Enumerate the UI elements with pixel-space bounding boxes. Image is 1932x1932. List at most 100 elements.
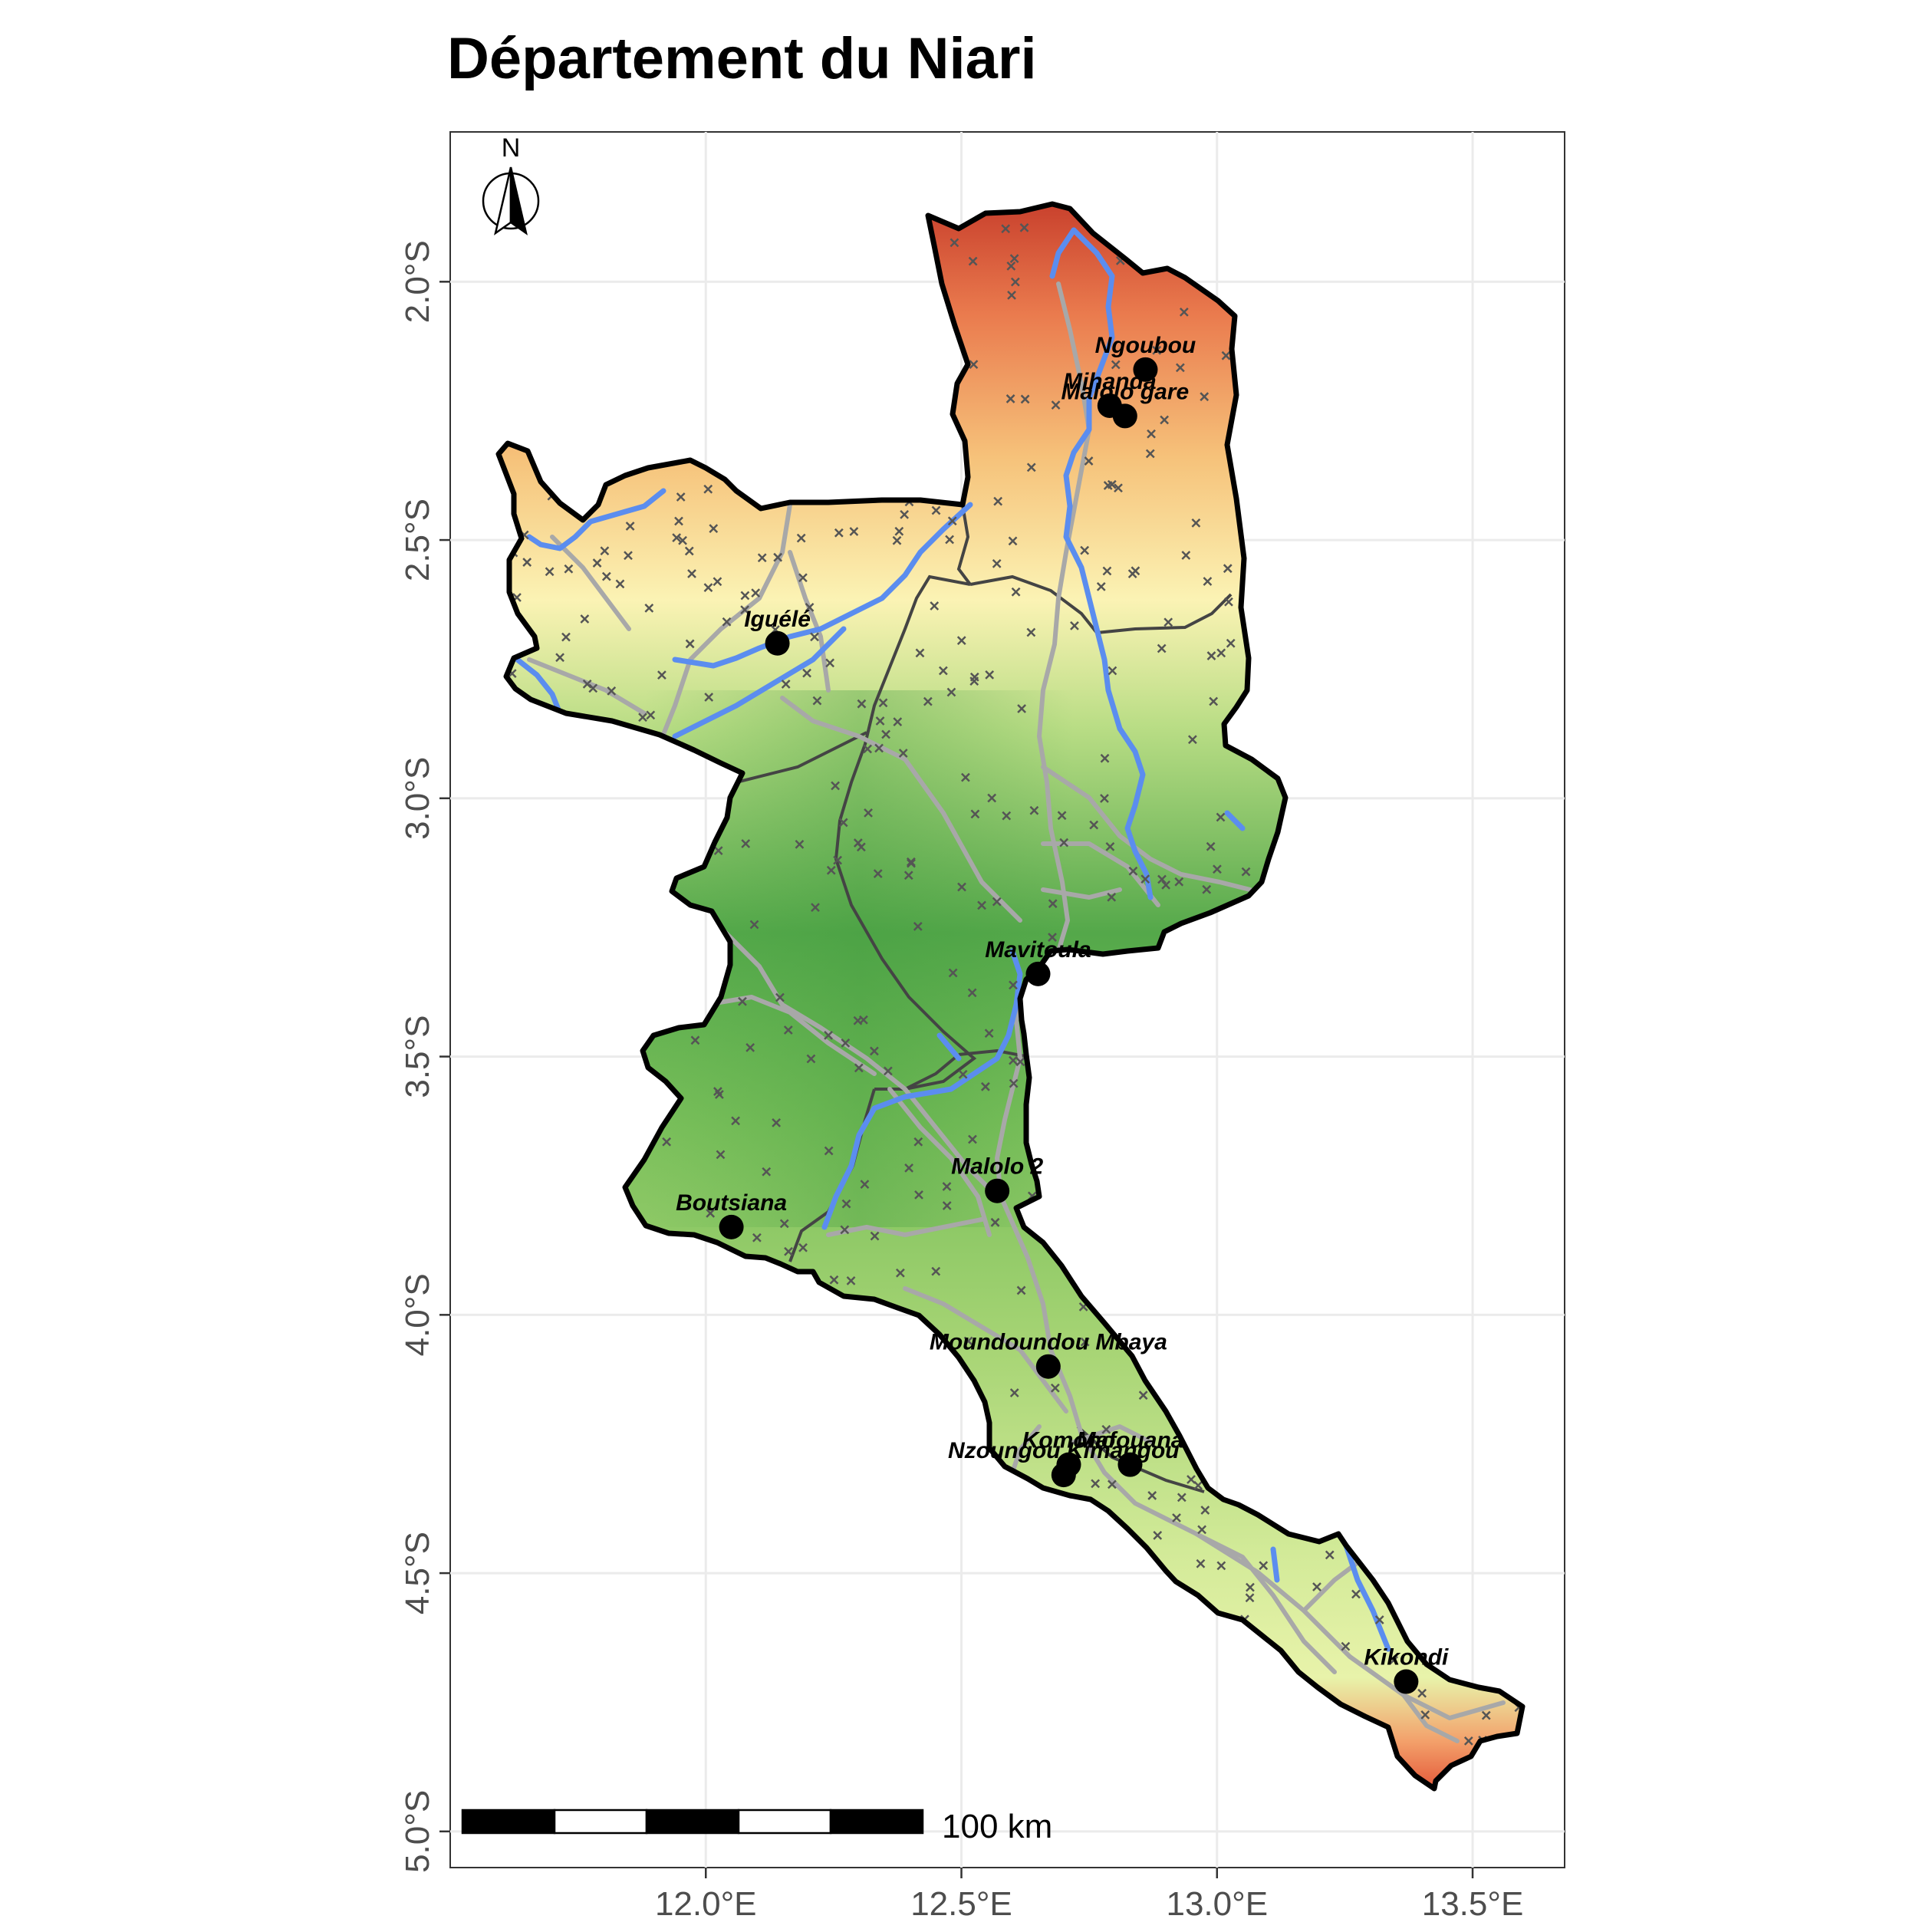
locality-marker bbox=[892, 535, 902, 545]
river-line bbox=[821, 948, 1023, 1230]
x-tick-label: 12.5°E bbox=[910, 1885, 1012, 1923]
town-point bbox=[1035, 1354, 1061, 1379]
locality-marker bbox=[1009, 1388, 1019, 1397]
locality-marker bbox=[1160, 415, 1170, 425]
district-border-line bbox=[958, 1048, 1038, 1060]
locality-marker bbox=[1102, 566, 1112, 576]
locality-marker bbox=[1009, 980, 1018, 990]
locality-marker bbox=[713, 846, 723, 856]
locality-marker bbox=[805, 602, 815, 612]
locality-marker bbox=[1015, 1057, 1025, 1067]
town-marker: Iguélé bbox=[744, 607, 811, 656]
locality-marker bbox=[1108, 1479, 1117, 1489]
locality-marker bbox=[913, 921, 923, 931]
locality-marker bbox=[1020, 394, 1030, 404]
locality-marker bbox=[1001, 224, 1011, 234]
locality-marker bbox=[772, 1118, 781, 1127]
locality-marker bbox=[1009, 1055, 1018, 1065]
locality-marker bbox=[713, 577, 722, 587]
locality-marker bbox=[826, 865, 836, 875]
locality-marker bbox=[923, 696, 933, 706]
locality-marker bbox=[762, 1167, 772, 1177]
locality-marker bbox=[1213, 864, 1222, 874]
x-axis: 12.0°E 12.5°E 13.0°E 13.5°E bbox=[655, 1868, 1523, 1923]
locality-marker bbox=[615, 579, 625, 589]
locality-marker bbox=[1002, 811, 1012, 821]
locality-marker bbox=[657, 670, 666, 680]
locality-marker bbox=[731, 1116, 740, 1126]
locality-marker bbox=[1050, 1383, 1060, 1393]
locality-marker bbox=[864, 808, 873, 818]
town-point bbox=[1394, 1669, 1419, 1694]
road-line bbox=[788, 550, 831, 693]
locality-marker bbox=[841, 1199, 851, 1209]
locality-marker bbox=[853, 838, 863, 848]
locality-marker bbox=[990, 1217, 1000, 1227]
locality-marker bbox=[713, 1087, 722, 1096]
locality-marker bbox=[1157, 874, 1167, 884]
locality-marker bbox=[1187, 1475, 1196, 1484]
locality-marker bbox=[1114, 483, 1123, 493]
locality-marker bbox=[1223, 564, 1233, 574]
scale-bar-segment bbox=[645, 1809, 740, 1835]
locality-marker bbox=[802, 668, 811, 678]
locality-marker bbox=[775, 992, 785, 1002]
locality-marker bbox=[931, 1266, 941, 1276]
town-label: Boutsiana bbox=[676, 1190, 787, 1216]
locality-marker bbox=[749, 920, 759, 930]
locality-marker bbox=[870, 1231, 880, 1241]
locality-marker bbox=[1100, 794, 1109, 803]
locality-marker bbox=[894, 526, 904, 536]
locality-marker bbox=[752, 1233, 762, 1242]
locality-marker bbox=[870, 1046, 879, 1056]
locality-marker bbox=[1206, 841, 1216, 851]
locality-marker bbox=[1241, 867, 1251, 877]
locality-marker bbox=[740, 591, 750, 601]
locality-marker bbox=[703, 484, 713, 494]
locality-marker bbox=[946, 687, 956, 697]
locality-marker bbox=[1084, 456, 1094, 466]
locality-marker bbox=[624, 551, 633, 561]
town-label: Moundoundou Mbaya bbox=[930, 1330, 1167, 1355]
y-tick-label: 3.5°S bbox=[399, 1015, 436, 1098]
locality-marker bbox=[840, 1225, 850, 1235]
locality-marker bbox=[555, 653, 564, 663]
locality-marker bbox=[751, 588, 761, 597]
town-point bbox=[985, 1178, 1010, 1203]
locality-marker bbox=[1172, 1513, 1181, 1522]
locality-marker bbox=[1101, 1424, 1111, 1434]
river-line bbox=[526, 488, 666, 551]
locality-marker bbox=[1010, 277, 1020, 287]
locality-marker bbox=[812, 696, 822, 706]
locality-marker bbox=[1161, 880, 1171, 890]
locality-marker bbox=[961, 772, 970, 782]
locality-marker bbox=[950, 238, 959, 248]
locality-marker bbox=[1245, 1593, 1255, 1603]
locality-marker bbox=[956, 636, 966, 646]
locality-marker bbox=[798, 573, 808, 583]
town-point bbox=[1112, 403, 1137, 429]
locality-marker bbox=[1174, 877, 1184, 887]
road-line bbox=[887, 1087, 992, 1237]
y-axis: 2.0°S 2.5°S 3.0°S 3.5°S 4.0°S 4.5°S 5.0°S bbox=[399, 240, 450, 1873]
locality-marker bbox=[625, 522, 635, 531]
locality-marker bbox=[825, 658, 835, 668]
town-marker: Boutsiana bbox=[676, 1190, 787, 1239]
locality-marker bbox=[1152, 345, 1162, 355]
locality-marker bbox=[1246, 1582, 1255, 1592]
locality-marker bbox=[662, 1137, 672, 1147]
locality-marker bbox=[1007, 291, 1016, 300]
road-line bbox=[1041, 887, 1122, 900]
town-marker: Kikondi bbox=[1364, 1645, 1449, 1694]
locality-marker bbox=[1128, 866, 1138, 876]
locality-marker bbox=[684, 546, 694, 556]
locality-marker bbox=[900, 510, 910, 519]
locality-marker bbox=[853, 1015, 863, 1025]
town-marker: Mavitoula bbox=[985, 937, 1091, 986]
locality-marker bbox=[903, 871, 913, 880]
locality-marker bbox=[1111, 360, 1121, 370]
locality-marker bbox=[1463, 1736, 1473, 1746]
locality-marker bbox=[981, 1081, 990, 1091]
locality-marker bbox=[1089, 820, 1099, 830]
town-point bbox=[1117, 1452, 1143, 1477]
